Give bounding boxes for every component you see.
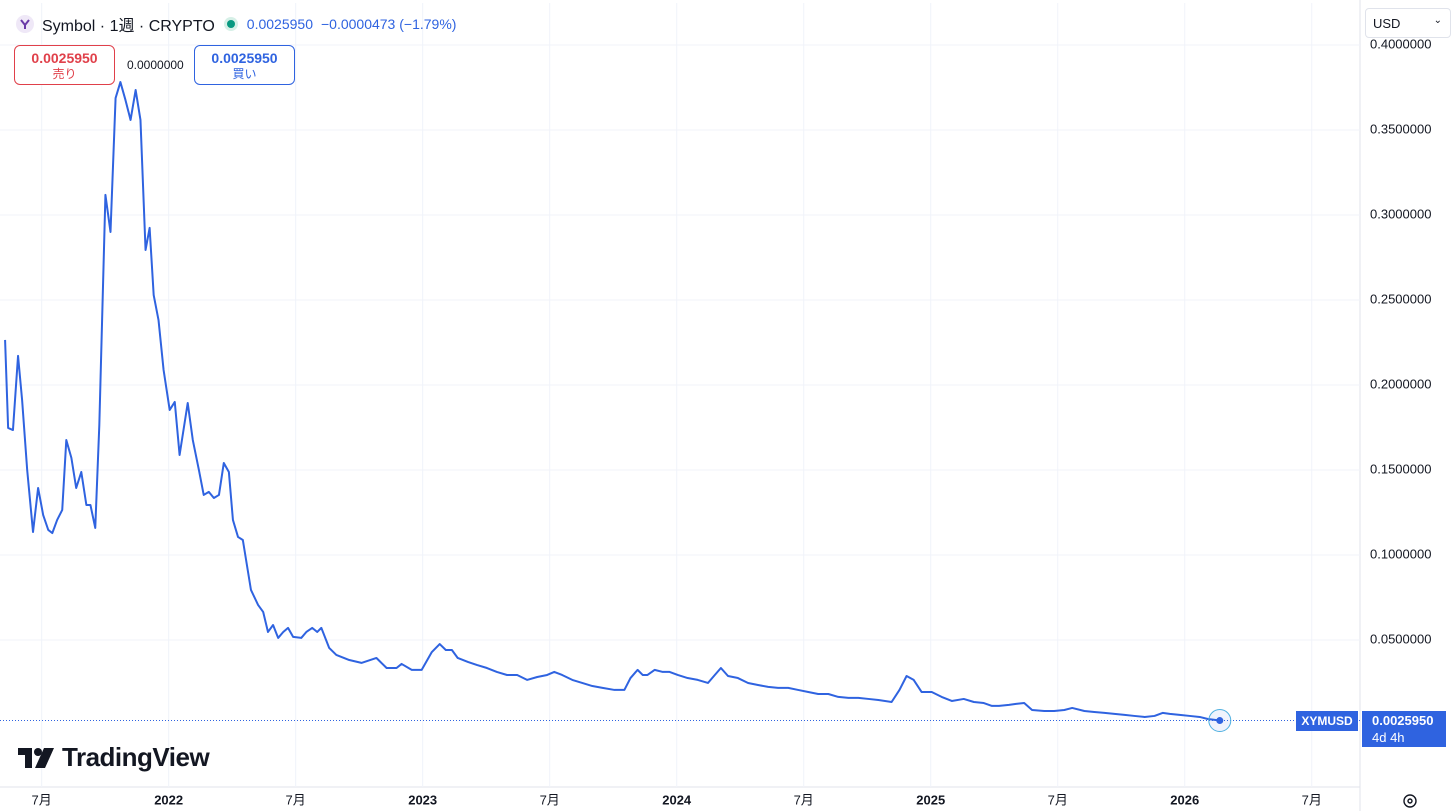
spread: 0.0000000 (127, 58, 184, 72)
marks (0, 81, 1360, 733)
y-tick-label: 0.0500000 (1370, 631, 1431, 646)
x-tick-label: 2023 (408, 792, 437, 807)
logo-text: TradingView (62, 742, 210, 772)
x-tick-label: 7月 (540, 792, 560, 807)
market-status (223, 17, 238, 31)
header-change: −0.0000473 (−1.79%) (320, 16, 457, 32)
x-tick-label: 2025 (916, 792, 945, 807)
gear-center (1407, 798, 1413, 804)
symbol-icon (16, 15, 34, 33)
dropdown-arrow: ⌄ (1433, 15, 1442, 26)
currency: USD (1373, 16, 1401, 31)
y-tick-label: 0.2500000 (1370, 291, 1431, 306)
sell-button[interactable]: 0.0025950 売り (14, 45, 115, 85)
header-price: 0.0025950 (246, 16, 313, 32)
last-price: 0.0025950 (1372, 713, 1434, 728)
x-tick-label: 7月 (286, 792, 306, 807)
symbol-tag: XYMUSD (1296, 711, 1358, 731)
x-tick-label: 2024 (662, 792, 692, 807)
y-tick-label: 0.3500000 (1370, 121, 1431, 136)
last-point (1216, 717, 1224, 725)
symbol-header: Symbol · 1週 · CRYPTO 0.0025950 −0.000047… (16, 12, 456, 36)
x-tick-label: 7月 (1302, 792, 1322, 807)
y-tick-label: 0.2000000 (1370, 376, 1431, 391)
y-tick-label: 0.3000000 (1370, 206, 1431, 221)
y-tick-label: 0.1000000 (1370, 546, 1431, 561)
countdown: 4d 4h (1372, 730, 1405, 745)
x-tick-label: 7月 (1048, 792, 1068, 807)
price-line (4, 81, 1220, 722)
buy-price: 0.0025950 (211, 50, 278, 66)
gear (1403, 794, 1417, 808)
x-tick-label: 7月 (32, 792, 52, 807)
symbol-name[interactable]: Symbol · 1週 · CRYPTO (42, 18, 215, 35)
last-price-tag: 0.0025950 4d 4h (1362, 711, 1446, 747)
y-tick-label: 0.1500000 (1370, 461, 1431, 476)
y-tick-label: 0.4000000 (1370, 36, 1431, 51)
settings-icon[interactable] (1403, 794, 1417, 808)
labels: 0.0500000 0.1000000 0.1500000 0.2000000 0.25… (32, 36, 1432, 807)
buy-label: 買い (232, 67, 257, 81)
buy-button[interactable]: 0.0025950 買い (194, 45, 295, 85)
sell-price: 0.0025950 (31, 50, 98, 66)
x-tick-label: 7月 (794, 792, 814, 807)
currency-select[interactable]: USD ⌄ (1365, 8, 1451, 38)
x-tick-label: 2022 (154, 792, 183, 807)
sell-label: 売り (52, 67, 77, 81)
x-tick-label: 2026 (1170, 792, 1199, 807)
tradingview-logo[interactable]: TradingView (18, 742, 210, 773)
grid (0, 3, 1360, 787)
logo-icon (18, 747, 54, 768)
